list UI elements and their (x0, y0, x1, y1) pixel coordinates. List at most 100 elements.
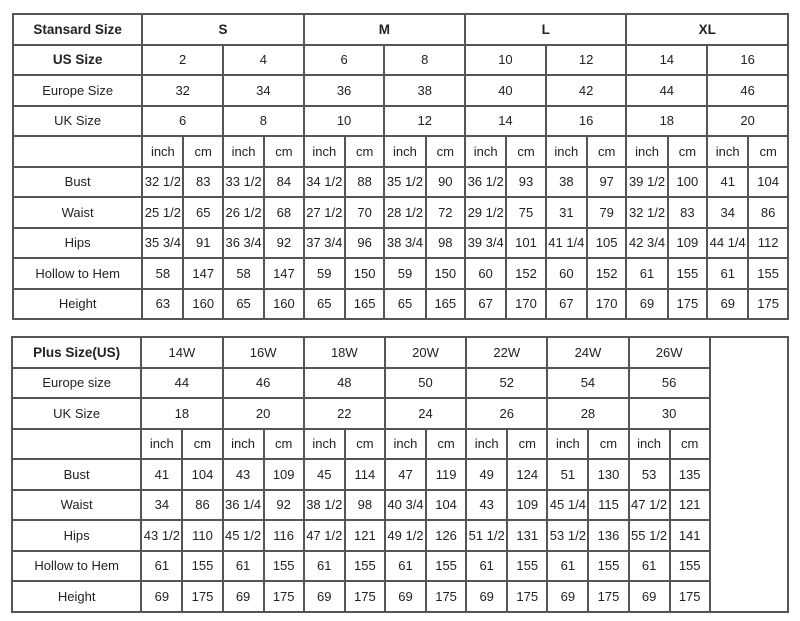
header-label: Stansard Size (11, 13, 144, 46)
measurement-value: 68 (263, 196, 305, 229)
size-row: Europe size 44 46 48 50 52 54 56 (10, 366, 788, 399)
size-group-l: L (464, 13, 628, 46)
size-value: 16 (706, 43, 789, 76)
measurement-value: 47 1/2 (627, 488, 671, 521)
size-row: US Size 2 4 6 8 10 12 14 16 (11, 43, 789, 76)
unit-header: inch (383, 135, 427, 168)
measurement-value: 105 (585, 226, 628, 259)
measurement-value: 175 (668, 580, 711, 613)
measurement-value: 84 (263, 165, 305, 198)
measurement-value: 67 (544, 287, 588, 320)
measurement-value: 147 (182, 257, 225, 290)
plus-size-24w: 24W (546, 336, 630, 369)
plus-size-table: Plus Size(US) 14W 16W 18W 20W 22W 24W 26W Europe… (10, 336, 790, 613)
unit-header: cm (425, 427, 468, 460)
measurement-value: 175 (666, 287, 709, 320)
size-value: 44 (625, 74, 709, 107)
unit-header: cm (263, 135, 305, 168)
plus-size-18w: 18W (302, 336, 386, 369)
row-label: Waist (10, 488, 143, 521)
measurement-value: 43 (221, 458, 265, 491)
measurement-value: 69 (627, 580, 671, 613)
measurement-value: 36 3/4 (222, 226, 266, 259)
measurement-value: 25 1/2 (141, 196, 185, 229)
measurement-row: Bust 41 104 43 109 45 114 47 119 49 124 51 130 53 135 (10, 458, 788, 491)
measurement-value: 35 1/2 (383, 165, 427, 198)
measurement-value: 131 (506, 519, 549, 552)
unit-header: cm (182, 135, 225, 168)
empty-cell (11, 135, 144, 168)
measurement-value: 65 (222, 287, 266, 320)
measurement-value: 155 (666, 257, 709, 290)
unit-row: inch cm inch cm inch cm inch cm inch cm inch cm inch… (10, 427, 788, 460)
unit-header: cm (505, 135, 547, 168)
measurement-value: 53 (627, 458, 671, 491)
measurement-value: 155 (343, 549, 386, 582)
measurement-value: 112 (747, 226, 789, 259)
measurement-value: 91 (182, 226, 225, 259)
measurement-row: Waist 25 1/2 65 26 1/2 68 27 1/2 70 28 1/2 72 29 … (11, 196, 789, 229)
measurement-value: 59 (302, 257, 346, 290)
measurement-value: 51 (546, 458, 590, 491)
measurement-row: Waist 34 86 36 1/4 92 38 1/2 98 40 3/4 104 43 109 4… (10, 488, 788, 521)
measurement-value: 60 (464, 257, 508, 290)
measurement-value: 34 1/2 (302, 165, 346, 198)
measurement-row: Height 69 175 69 175 69 175 69 175 69 175 69 175 69 17… (10, 580, 788, 613)
row-label: Hips (11, 226, 144, 259)
measurement-value: 60 (544, 257, 588, 290)
unit-header: cm (668, 427, 711, 460)
unit-header: inch (221, 427, 265, 460)
unit-header: inch (627, 427, 671, 460)
measurement-value: 136 (587, 519, 630, 552)
measurement-value: 141 (668, 519, 711, 552)
size-value: 6 (302, 43, 386, 76)
measurement-value: 49 (465, 458, 509, 491)
row-label: UK Size (11, 104, 144, 137)
size-value: 8 (222, 104, 305, 137)
size-value: 12 (383, 104, 467, 137)
row-label: Bust (11, 165, 144, 198)
measurement-value: 39 1/2 (625, 165, 669, 198)
measurement-value: 170 (585, 287, 628, 320)
measurement-value: 114 (343, 458, 386, 491)
measurement-value: 38 (544, 165, 588, 198)
measurement-value: 147 (263, 257, 305, 290)
plus-size-22w: 22W (465, 336, 549, 369)
measurement-value: 61 (465, 549, 509, 582)
size-value: 20 (221, 397, 305, 430)
header-row: Stansard Size S M L XL (11, 13, 789, 46)
plus-size-14w: 14W (140, 336, 224, 369)
unit-header: inch (625, 135, 669, 168)
measurement-value: 155 (747, 257, 789, 290)
size-value: 40 (464, 74, 547, 107)
measurement-value: 59 (383, 257, 427, 290)
measurement-value: 175 (747, 287, 789, 320)
size-value: 30 (627, 397, 711, 430)
size-value: 36 (302, 74, 386, 107)
measurement-value: 61 (627, 549, 671, 582)
measurement-value: 45 (302, 458, 346, 491)
size-value: 32 (141, 74, 225, 107)
measurement-value: 72 (424, 196, 467, 229)
measurement-value: 165 (424, 287, 467, 320)
size-value: 20 (706, 104, 789, 137)
unit-header: cm (181, 427, 224, 460)
plus-size-20w: 20W (383, 336, 468, 369)
measurement-value: 160 (263, 287, 305, 320)
standard-size-table: Stansard Size S M L XL US Size 2 4 6 8 10 12 14 16 Eur… (11, 13, 789, 320)
size-value: 28 (546, 397, 630, 430)
measurement-value: 29 1/2 (464, 196, 508, 229)
measurement-value: 155 (181, 549, 224, 582)
measurement-value: 92 (262, 488, 305, 521)
measurement-value: 43 1/2 (140, 519, 184, 552)
measurement-value: 34 (140, 488, 184, 521)
measurement-value: 39 3/4 (464, 226, 508, 259)
measurement-value: 69 (221, 580, 265, 613)
size-value: 46 (706, 74, 789, 107)
empty-column (708, 336, 790, 613)
measurement-value: 61 (140, 549, 184, 582)
measurement-value: 104 (181, 458, 224, 491)
size-row: UK Size 6 8 10 12 14 16 18 20 (11, 104, 789, 137)
measurement-value: 175 (506, 580, 549, 613)
measurement-value: 75 (505, 196, 547, 229)
